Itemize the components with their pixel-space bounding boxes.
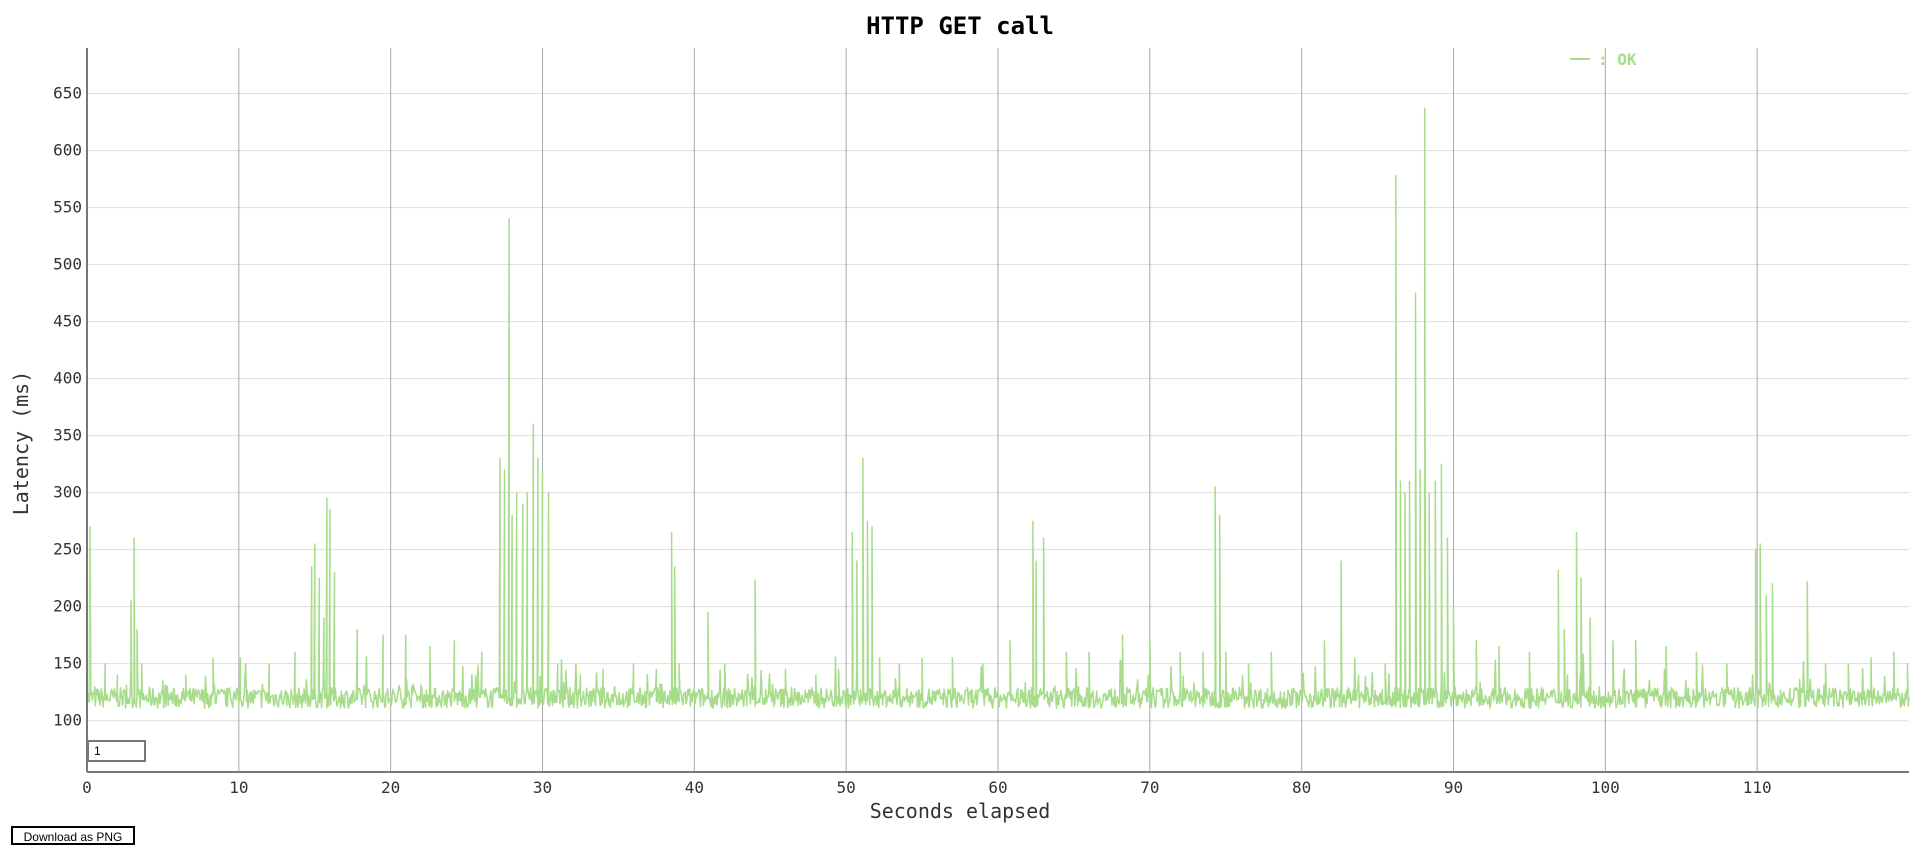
chart-title: HTTP GET call: [866, 12, 1054, 40]
resolution-input[interactable]: 1: [87, 740, 146, 762]
y-tick-label-1: 150: [53, 654, 82, 673]
major-gridlines: [238, 48, 1758, 772]
y-axis-label: Latency (ms): [9, 371, 33, 516]
x-tick-label-4: 40: [685, 778, 704, 797]
x-tick-label-10: 100: [1591, 778, 1620, 797]
y-tick-labels: 100 150 200 250 300 350 400 450 500 550 600 650: [53, 84, 82, 730]
legend: : OK: [1570, 50, 1637, 69]
y-tick-label-7: 450: [53, 312, 82, 331]
y-tick-label-0: 100: [53, 711, 82, 730]
y-tick-label-8: 500: [53, 255, 82, 274]
y-tick-label-10: 600: [53, 141, 82, 160]
y-tick-label-9: 550: [53, 198, 82, 217]
x-tick-label-9: 90: [1444, 778, 1463, 797]
y-tick-label-6: 400: [53, 369, 82, 388]
y-tick-label-11: 650: [53, 84, 82, 103]
x-tick-label-1: 10: [229, 778, 248, 797]
x-tick-label-11: 110: [1743, 778, 1772, 797]
x-tick-label-3: 30: [533, 778, 552, 797]
legend-label-ok: : OK: [1598, 50, 1637, 69]
series-line-0: [86, 107, 1910, 709]
series-layer: [86, 107, 1910, 709]
x-axis-label: Seconds elapsed: [870, 799, 1051, 823]
x-tick-labels: 0 10 20 30 40 50 60 70 80 90 100 110: [82, 778, 1771, 797]
x-tick-label-2: 20: [381, 778, 400, 797]
y-tick-label-4: 300: [53, 483, 82, 502]
x-tick-label-7: 70: [1140, 778, 1159, 797]
x-tick-label-8: 80: [1292, 778, 1311, 797]
download-png-button[interactable]: Download as PNG: [11, 826, 135, 845]
x-tick-label-0: 0: [82, 778, 92, 797]
x-tick-label-6: 60: [988, 778, 1007, 797]
y-tick-label-5: 350: [53, 426, 82, 445]
x-tick-label-5: 50: [837, 778, 856, 797]
y-tick-label-3: 250: [53, 540, 82, 559]
y-tick-label-2: 200: [53, 597, 82, 616]
